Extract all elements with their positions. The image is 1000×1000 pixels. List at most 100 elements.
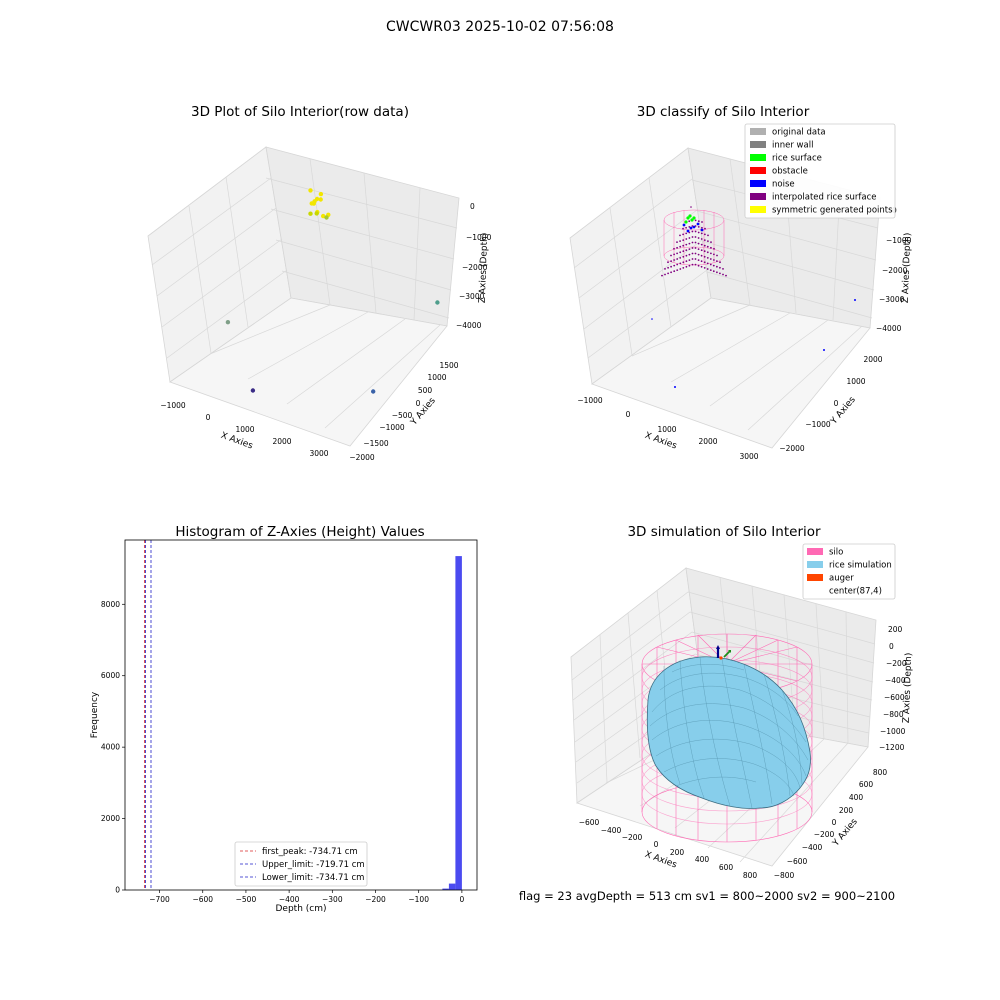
interpolated-point <box>703 255 706 258</box>
legend-swatch <box>750 206 766 213</box>
interpolated-point <box>710 246 712 249</box>
interpolated-point <box>667 261 669 264</box>
legend-label: rice simulation <box>829 561 892 571</box>
interpolated-point <box>691 230 694 233</box>
sim-3d-title: 3D simulation of Silo Interior <box>627 524 821 540</box>
rice-surface-point <box>692 216 696 220</box>
hist-x-tick: −100 <box>408 895 429 904</box>
figure-suptitle: CWCWR03 2025-10-02 07:56:08 <box>386 19 614 35</box>
classify-legend: original data inner wall rice surface obsta… <box>744 123 896 219</box>
interpolated-point <box>673 270 676 273</box>
noise-point <box>651 318 653 320</box>
interpolated-point <box>694 241 697 244</box>
raw-y-tick: 500 <box>418 386 433 395</box>
sim-y-tick: −200 <box>814 830 835 839</box>
legend-label: original data <box>772 128 826 138</box>
interpolated-point <box>679 262 682 265</box>
sim-x-tick: −200 <box>622 833 643 842</box>
interpolated-point <box>697 242 700 245</box>
interpolated-point <box>697 220 700 223</box>
legend-swatch <box>750 128 766 135</box>
interpolated-point <box>688 237 691 239</box>
sim-auger <box>716 645 731 660</box>
cls-x-tick: 0 <box>626 410 631 419</box>
interpolated-point <box>703 267 706 269</box>
sim-x-tick: 800 <box>743 871 758 880</box>
hist-x-tick: −500 <box>236 895 257 904</box>
interpolated-point <box>707 240 709 243</box>
interpolated-point <box>682 244 685 247</box>
interpolated-point <box>676 258 679 260</box>
legend-swatch <box>807 548 823 555</box>
interpolated-point <box>673 247 675 250</box>
legend-swatch <box>807 561 823 568</box>
interpolated-point <box>709 263 712 266</box>
raw-x-tick: 0 <box>206 413 211 422</box>
interpolated-point <box>710 252 712 255</box>
raw-3d-panes <box>147 146 460 447</box>
interpolated-point <box>697 231 700 234</box>
interpolated-point <box>670 265 672 268</box>
interpolated-point <box>670 254 672 257</box>
interpolated-point <box>706 257 709 259</box>
raw-point-8 <box>321 213 326 219</box>
cls-y-tick: −1000 <box>805 420 831 429</box>
interpolated-point <box>664 268 666 270</box>
interpolated-point <box>682 255 685 258</box>
raw-point-1 <box>314 196 320 202</box>
interpolated-point <box>667 272 669 275</box>
sim-x-tick: −600 <box>579 818 600 827</box>
interpolated-point <box>691 236 694 238</box>
interpolated-point <box>679 240 681 243</box>
legend-label: interpolated rice surface <box>772 193 877 203</box>
raw-y-tick: 1500 <box>439 361 458 370</box>
interpolated-point <box>716 271 718 274</box>
sim-y-tick: −800 <box>774 871 795 880</box>
legend-label: inner wall <box>772 141 813 151</box>
interpolated-point <box>679 245 682 248</box>
interpolated-point <box>709 269 712 271</box>
hist-x-tick: −400 <box>279 895 300 904</box>
interpolated-point <box>688 259 691 261</box>
noise-point <box>674 386 676 388</box>
interpolated-point <box>697 226 700 228</box>
noise-point <box>692 225 696 229</box>
sim-z-tick: −200 <box>886 659 907 668</box>
raw-point-12 <box>308 188 313 193</box>
legend-label: center(87,4) <box>829 587 882 597</box>
hist-y-label: Frequency <box>90 691 100 738</box>
hist-y-tick: 6000 <box>101 671 120 680</box>
interpolated-point <box>676 269 679 271</box>
raw-y-tick: −1000 <box>379 423 405 432</box>
interpolated-point <box>716 260 718 262</box>
interpolated-point <box>694 258 697 260</box>
interpolated-point <box>713 253 715 256</box>
raw-x-tick: −1000 <box>160 401 186 410</box>
raw-z-tick: −3000 <box>459 292 485 301</box>
hist-legend: first_peak: -734.71 cm Upper_limit: -719.… <box>234 841 368 887</box>
rice-surface-point <box>688 214 692 218</box>
raw-point-9 <box>314 211 319 216</box>
interpolated-point <box>688 242 691 245</box>
raw-3d-title: 3D Plot of Silo Interior(row data) <box>191 104 409 120</box>
interpolated-point <box>697 237 700 239</box>
interpolated-point <box>719 272 721 275</box>
sim-z-tick: −800 <box>883 710 904 719</box>
hist-y-tick: 8000 <box>101 600 120 609</box>
rice-surface-point <box>690 218 694 222</box>
interpolated-point <box>722 273 724 276</box>
interpolated-point <box>679 257 682 259</box>
interpolated-point <box>682 267 685 269</box>
legend-label: Lower_limit: -734.71 cm <box>262 873 364 883</box>
interpolated-point <box>712 270 715 273</box>
hist-title: Histogram of Z-Axies (Height) Values <box>175 524 424 540</box>
interpolated-point <box>706 251 709 254</box>
classify-3d-points <box>661 214 727 277</box>
interpolated-point <box>688 248 691 251</box>
legend-label: obstacle <box>772 167 808 177</box>
interpolated-point <box>691 263 694 266</box>
interpolated-point <box>682 239 685 242</box>
hist-y-tick: 4000 <box>101 743 120 752</box>
raw-point-14 <box>250 388 256 393</box>
